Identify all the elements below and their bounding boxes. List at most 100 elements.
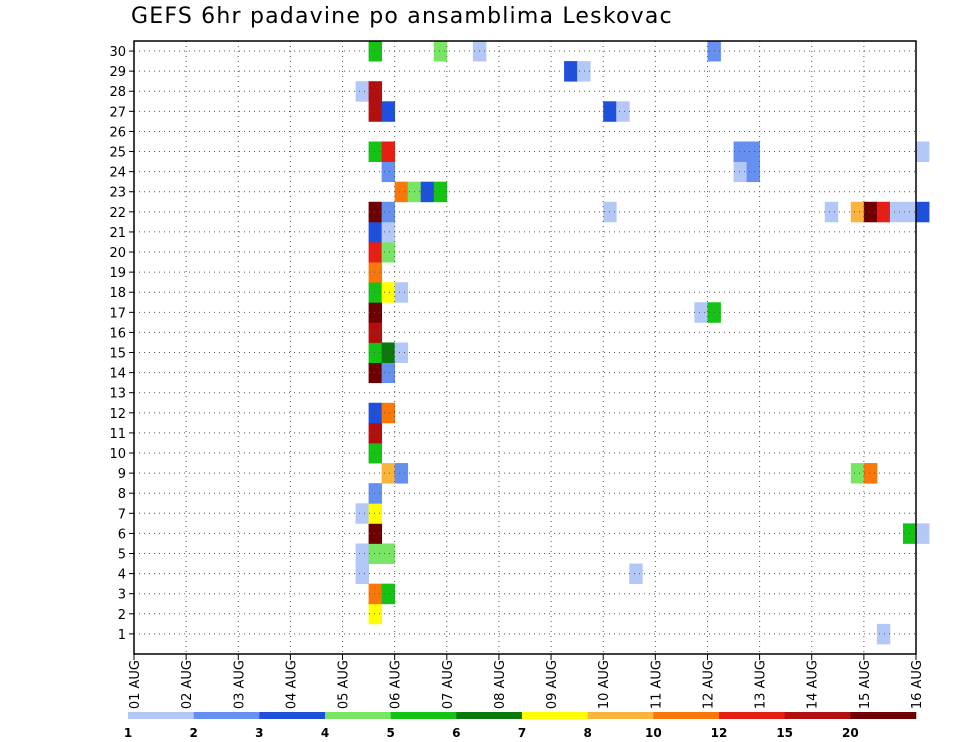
y-tick-label: 12 [109,407,126,422]
data-cell [694,302,708,323]
data-cell [381,101,396,122]
data-cell [381,282,396,303]
y-tick-label: 2 [118,608,126,623]
data-cell [433,181,448,203]
y-tick-label: 30 [109,45,126,60]
y-axis-ticks: 1234567891011121314151617181920212223242… [109,45,134,643]
colorbar-label: 6 [452,726,460,740]
colorbar-label: 20 [842,726,859,740]
y-tick-label: 18 [109,286,126,301]
data-cell [629,563,643,585]
colorbar-label: 8 [583,726,591,740]
data-cell [863,463,878,484]
colorbar-segment [325,712,391,719]
data-cell [733,161,747,183]
data-cell [368,241,383,263]
data-cell [616,101,630,122]
colorbar-segment [653,712,720,719]
colorbar-segment [719,712,785,719]
y-tick-label: 10 [109,447,126,462]
colorbar-segment [259,712,326,719]
data-cell [368,262,383,283]
colorbar-segment [522,712,588,719]
y-tick-label: 20 [109,246,126,261]
colorbar-label: 1 [124,726,132,740]
data-cell [394,181,409,203]
y-tick-label: 15 [109,347,126,362]
data-cell [368,141,383,162]
x-tick-label: 06 AUG [389,660,404,709]
data-cell [863,201,878,223]
data-cell [824,201,839,223]
y-tick-label: 17 [109,306,126,321]
data-cell [876,623,891,645]
colorbar-label: 7 [518,726,526,740]
y-tick-label: 26 [109,125,126,140]
chart-title: GEFS 6hr padavine po ansamblima Leskovac [131,4,673,29]
data-cell [355,543,369,564]
colorbar-segment [587,712,654,719]
data-cell [381,583,396,605]
data-cell [368,302,383,323]
data-cell [381,402,396,424]
data-cell [381,201,396,223]
colorbar-label: 10 [645,726,662,740]
data-cell [381,221,396,243]
data-cell [889,201,904,223]
y-tick-label: 14 [109,367,126,382]
data-cell [876,201,891,223]
data-cell [381,161,396,183]
x-tick-label: 13 AUG [754,660,769,709]
colorbar: 1 2 3 4 5 6 7 8 10 12 15 20 [124,712,917,740]
data-cells [355,41,930,645]
y-tick-label: 25 [109,146,126,161]
plot-border [133,40,917,655]
colorbar-label: 12 [711,726,728,740]
data-cell [381,342,396,363]
x-tick-label: 08 AUG [493,660,508,709]
data-cell [368,221,383,243]
y-tick-label: 28 [109,85,126,100]
x-tick-label: 16 AUG [910,660,925,709]
data-cell [368,101,383,122]
y-tick-label: 13 [109,387,126,402]
x-tick-label: 04 AUG [284,660,299,709]
y-tick-label: 16 [109,326,126,341]
y-tick-label: 11 [109,427,126,442]
x-tick-label: 12 AUG [701,660,716,709]
data-cell [368,543,383,564]
data-cell [394,463,409,484]
y-tick-label: 29 [109,65,126,80]
data-cell [381,241,396,263]
colorbar-label: 3 [255,726,263,740]
data-cell [381,362,396,384]
data-cell [850,463,865,484]
data-cell [564,61,578,82]
data-cell [368,362,383,384]
x-tick-label: 05 AUG [337,660,352,709]
data-cell [368,201,383,223]
data-cell [368,523,383,544]
data-cell [355,563,369,585]
colorbar-segment [456,712,523,719]
data-cell [368,322,383,343]
x-tick-label: 09 AUG [545,660,560,709]
plot-frame [133,40,917,655]
y-tick-label: 6 [118,527,126,542]
colorbar-segment [850,712,917,719]
colorbar-segment [128,712,194,719]
data-cell [850,201,865,223]
data-cell [733,141,747,162]
colorbar-segment [390,712,457,719]
y-tick-label: 8 [118,487,126,502]
y-tick-label: 23 [109,186,126,201]
x-tick-label: 02 AUG [180,660,195,709]
colorbar-segment [193,712,260,719]
data-cell [577,61,591,82]
data-cell [433,41,448,62]
data-cell [368,583,383,605]
y-tick-label: 27 [109,105,126,120]
colorbar-label: 15 [776,726,793,740]
x-tick-label: 11 AUG [649,660,664,709]
